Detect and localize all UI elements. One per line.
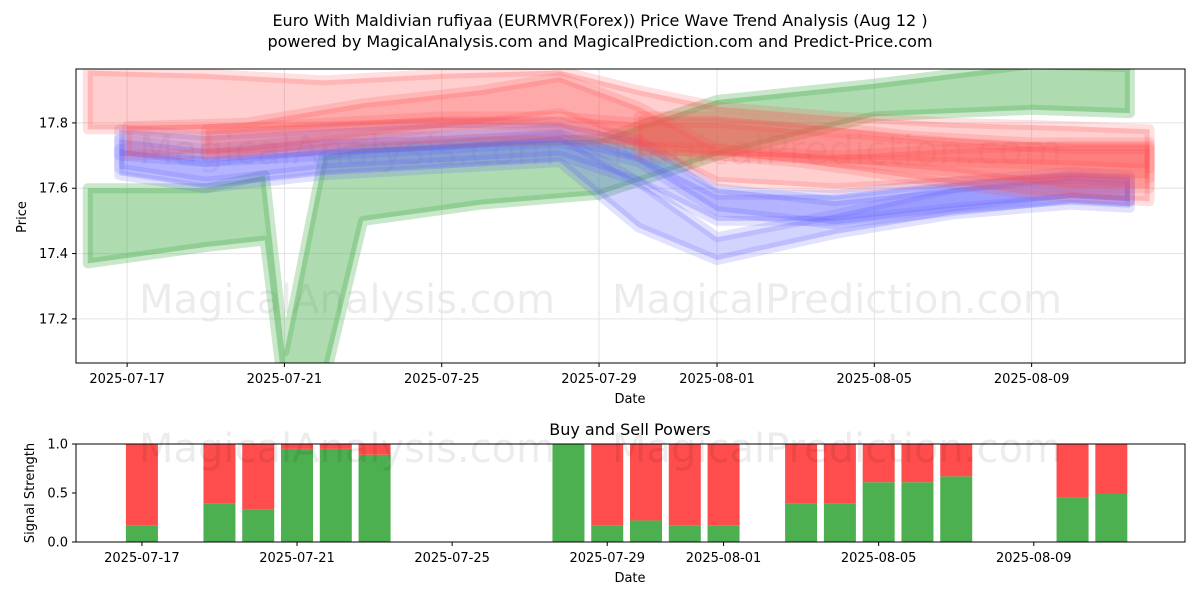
sell-bar-2025-07-19 (203, 444, 236, 504)
price-xtick-label-0: 2025-07-17 (89, 372, 165, 387)
buy-bar-2025-07-31 (668, 525, 701, 542)
signal-axis-xlabel: Date (614, 571, 645, 586)
watermark-bottom-0: MagicalAnalysis.com (139, 426, 555, 472)
wave-band-blue-wave-1 (114, 124, 1135, 226)
watermark-mid-left: MagicalAnalysis.com (139, 277, 555, 323)
price-xtick-label-2: 2025-07-25 (404, 372, 480, 387)
chart-title-line2: powered by MagicalAnalysis.com and Magic… (267, 32, 932, 51)
sell-bar-2025-07-31 (668, 444, 701, 526)
sell-bar-2025-08-01 (707, 444, 740, 526)
sell-bar-2025-07-20 (242, 444, 275, 510)
price-xtick-label-3: 2025-07-29 (561, 372, 637, 387)
buy-bar-2025-08-06 (901, 482, 934, 542)
signal-xtick-label-5: 2025-08-05 (841, 551, 917, 566)
sell-bar-2025-07-22 (319, 444, 352, 449)
sell-bar-2025-08-04 (823, 444, 856, 504)
price-xtick-label-1: 2025-07-21 (247, 372, 323, 387)
buy-bar-2025-07-19 (203, 503, 236, 542)
buy-bar-2025-08-05 (862, 482, 895, 542)
buy-bar-2025-08-11 (1095, 493, 1128, 542)
watermark-mid-right: MagicalPrediction.com (612, 277, 1062, 323)
chart-title-line1: Euro With Maldivian rufiyaa (EURMVR(Fore… (272, 11, 927, 30)
sell-bar-2025-07-21 (281, 444, 314, 449)
wave-band-red-wave-2 (122, 72, 1155, 194)
signal-axis-ylabel: Signal Strength (23, 443, 38, 543)
buy-bar-2025-07-17 (125, 525, 158, 542)
sell-bar-2025-07-29 (591, 444, 624, 526)
buy-bar-2025-08-01 (707, 525, 740, 542)
price-xtick-label-6: 2025-08-09 (994, 372, 1070, 387)
wave-band-blue-wave-3 (114, 117, 1135, 230)
signal-xtick-label-6: 2025-08-09 (996, 551, 1072, 566)
sell-bar-2025-07-17 (125, 444, 158, 526)
price-ytick-label-3: 17.8 (39, 116, 68, 131)
wave-band-green-wave (82, 69, 1135, 363)
price-xtick-label-5: 2025-08-05 (837, 372, 913, 387)
price-axis-ylabel: Price (15, 201, 30, 233)
sell-bar-2025-07-30 (630, 444, 663, 521)
buy-bar-2025-07-22 (319, 448, 352, 542)
price-ytick-label-1: 17.4 (39, 247, 68, 262)
wave-band-blue-wave-2 (114, 131, 1135, 266)
signal-xtick-label-0: 2025-07-17 (104, 551, 180, 566)
signal-xtick-label-1: 2025-07-21 (259, 551, 335, 566)
buy-bar-2025-07-21 (281, 448, 314, 542)
sell-bar-2025-08-07 (940, 444, 973, 477)
buy-bar-2025-08-07 (940, 476, 973, 542)
price-plot-frame (75, 68, 1186, 364)
sell-bar-2025-08-11 (1095, 444, 1128, 493)
signal-ytick-label-2: 1.0 (47, 438, 68, 453)
buy-bar-2025-07-28 (552, 444, 585, 542)
wave-band-red-wave-1 (82, 69, 1155, 174)
buy-bar-2025-07-20 (242, 509, 275, 542)
signal-xtick-label-4: 2025-08-01 (686, 551, 762, 566)
wave-bands (82, 69, 1155, 363)
buy-bar-2025-08-03 (785, 503, 818, 542)
buy-bar-2025-08-04 (823, 503, 856, 542)
signal-plot: 0.0 0.5 1.0 2025-07-17 2025-07-21 2025-07-25 2… (47, 426, 1186, 566)
sell-bar-2025-08-05 (862, 444, 895, 483)
wave-band-red-wave-3 (200, 111, 1155, 194)
signal-ytick-label-1: 0.5 (47, 487, 68, 502)
buy-bar-2025-07-30 (630, 520, 663, 542)
signal-xtick-label-3: 2025-07-29 (569, 551, 645, 566)
watermark-bottom-1: MagicalPrediction.com (612, 426, 1062, 472)
signal-xtick-label-2: 2025-07-25 (414, 551, 490, 566)
sell-bar-2025-07-23 (358, 444, 391, 455)
watermark-top-left: MagicalAnalysis.com (139, 128, 555, 174)
sell-bar-2025-08-06 (901, 444, 934, 483)
buy-bar-2025-07-23 (358, 454, 391, 542)
wave-band-red-wave-4 (633, 111, 1155, 207)
signal-ytick-label-0: 0.0 (47, 536, 68, 551)
watermark-top-right: MagicalPrediction.com (612, 128, 1062, 174)
buy-bar-2025-07-29 (591, 525, 624, 542)
price-plot: 17.2 17.4 17.6 17.8 2025-07-17 2025-07-21 2025… (39, 68, 1186, 387)
sell-bar-2025-08-10 (1056, 444, 1089, 498)
signal-chart-title: Buy and Sell Powers (549, 420, 711, 439)
price-ytick-label-2: 17.6 (39, 182, 68, 197)
price-ytick-label-0: 17.2 (39, 312, 68, 327)
price-xtick-label-4: 2025-08-01 (679, 372, 755, 387)
buy-bar-2025-08-10 (1056, 497, 1089, 542)
sell-bar-2025-08-03 (785, 444, 818, 504)
price-axis-xlabel: Date (614, 392, 645, 407)
